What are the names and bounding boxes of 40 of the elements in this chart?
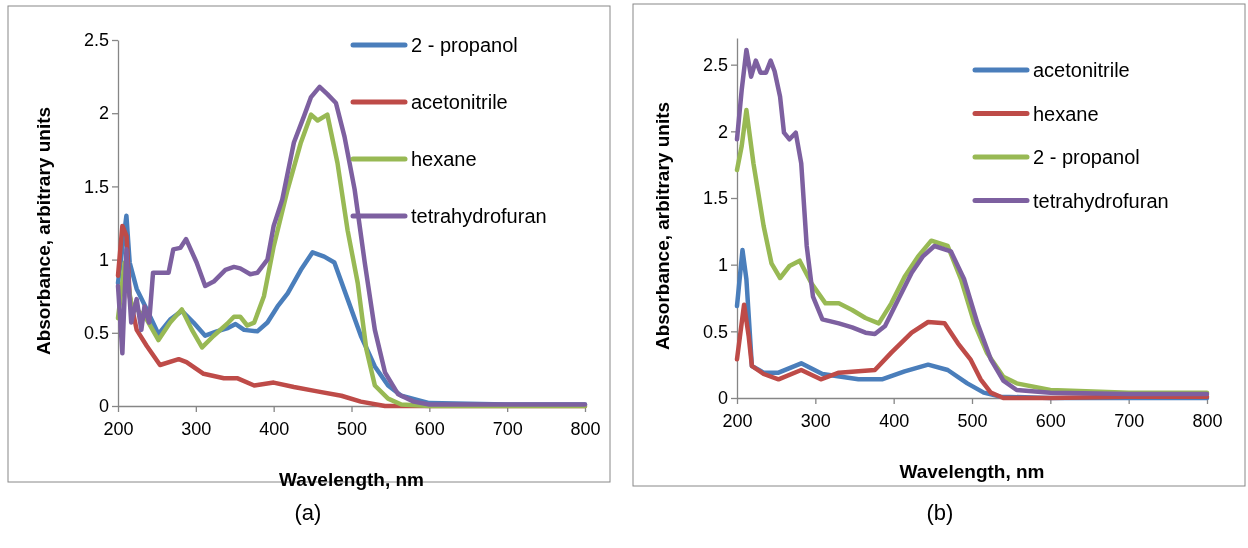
x-tick-label: 200 — [722, 410, 753, 431]
y-tick-label: 2 — [717, 121, 728, 142]
x-tick-label: 300 — [800, 410, 831, 431]
legend-label: acetonitrile — [411, 91, 508, 113]
x-tick-label: 700 — [1114, 410, 1145, 431]
x-tick-label: 200 — [103, 418, 134, 439]
x-tick-label: 800 — [570, 418, 601, 439]
y-tick-label: 1.5 — [83, 176, 109, 197]
x-tick-label: 600 — [1035, 410, 1066, 431]
x-tick-label: 400 — [879, 410, 910, 431]
x-tick-label: 300 — [181, 418, 212, 439]
x-tick-label: 400 — [259, 418, 290, 439]
text: (b) — [926, 500, 954, 525]
x-tick-label: 500 — [336, 418, 368, 439]
x-tick-label: 500 — [957, 410, 988, 431]
y-tick-label: 0.5 — [702, 321, 728, 342]
legend-label: hexane — [411, 148, 477, 170]
y-tick-label: 0 — [98, 396, 109, 417]
x-tick-label: 600 — [414, 418, 445, 439]
x-axis-title: Wavelength, nm — [899, 461, 1045, 482]
legend-label: acetonitrile — [1033, 59, 1130, 81]
x-tick-label: 800 — [1192, 410, 1223, 431]
y-tick-label: 1.5 — [702, 188, 728, 209]
text: (a) — [294, 500, 322, 525]
x-axis-title: Wavelength, nm — [279, 469, 424, 490]
y-tick-label: 1 — [717, 254, 728, 275]
y-tick-label: 0.5 — [83, 323, 109, 344]
y-axis-title: Absorbance, arbitrary units — [33, 106, 54, 356]
legend-label: tetrahydrofuran — [411, 205, 547, 227]
y-tick-label: 2.5 — [702, 54, 728, 75]
y-tick-label: 2.5 — [83, 30, 109, 51]
x-tick-label: 700 — [492, 418, 523, 439]
legend-label: 2 - propanol — [1033, 146, 1140, 168]
y-tick-label: 0 — [717, 388, 728, 409]
y-axis-title: Absorbance, arbitrary units — [652, 101, 673, 351]
y-tick-label: 1 — [98, 249, 109, 270]
y-tick-label: 2 — [98, 103, 109, 124]
legend-label: hexane — [1033, 102, 1099, 125]
legend-label: tetrahydrofuran — [1033, 189, 1169, 212]
legend-label: 2 - propanol — [411, 34, 518, 56]
